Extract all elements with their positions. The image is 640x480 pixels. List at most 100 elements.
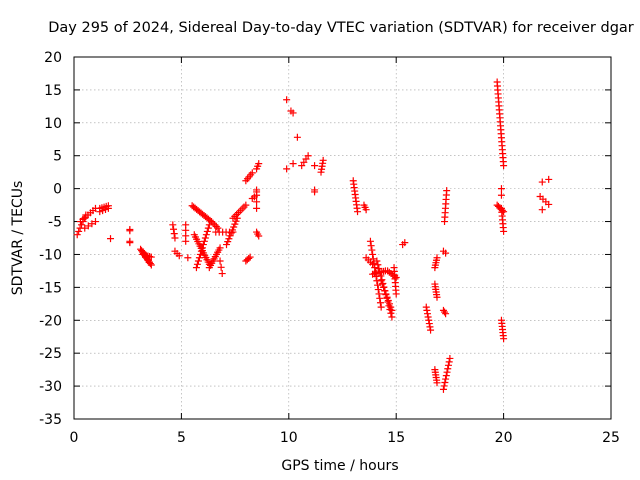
- data-point-marker: [373, 257, 381, 265]
- data-point-marker: [545, 200, 553, 208]
- data-point-marker: [386, 300, 394, 308]
- data-point-marker: [374, 261, 382, 269]
- data-point-marker: [209, 219, 217, 227]
- data-point-marker: [196, 250, 204, 258]
- x-tick-label: 15: [387, 430, 405, 446]
- data-point-marker: [126, 227, 134, 235]
- data-point-marker: [500, 227, 508, 235]
- data-point-marker: [170, 225, 178, 233]
- axis-ticks: 0 5 10 15 20 25 -35 -30 -25 -20 -15 -10 -5 0 5 10 15 20: [39, 50, 620, 446]
- data-point-marker: [433, 379, 441, 387]
- data-point-marker: [442, 375, 450, 383]
- data-point-marker: [497, 191, 505, 199]
- y-axis-label: SDTVAR / TECUs: [10, 181, 26, 296]
- data-point-marker: [497, 185, 505, 193]
- data-point-marker: [255, 160, 263, 168]
- data-point-marker: [380, 283, 388, 291]
- data-point-marker: [445, 358, 453, 366]
- data-point-marker: [211, 221, 219, 229]
- y-tick-label: -5: [48, 215, 62, 231]
- data-point-marker: [377, 303, 385, 311]
- data-point-marker: [538, 178, 546, 186]
- data-point-marker: [201, 234, 209, 242]
- data-point-marker: [311, 162, 319, 170]
- data-point-marker: [392, 290, 400, 298]
- data-point-marker: [218, 270, 226, 278]
- data-point-marker: [253, 198, 261, 206]
- data-point-marker: [422, 303, 430, 311]
- data-point-marker: [388, 306, 396, 314]
- data-point-marker: [255, 232, 263, 240]
- data-point-marker: [367, 242, 375, 250]
- data-point-marker: [80, 214, 88, 222]
- x-tick-label: 5: [177, 430, 186, 446]
- data-point-marker: [442, 310, 450, 318]
- data-point-marker: [283, 165, 291, 173]
- data-point-marker: [202, 231, 210, 239]
- data-point-marker: [171, 234, 179, 242]
- data-point-marker: [388, 313, 396, 321]
- data-point-marker: [304, 152, 312, 160]
- data-point-marker: [216, 244, 224, 252]
- data-point-marker: [444, 365, 452, 373]
- data-point-marker: [170, 230, 178, 238]
- data-point-marker: [384, 297, 392, 305]
- data-point-marker: [442, 372, 450, 380]
- data-point-marker: [377, 277, 385, 285]
- data-point-marker: [440, 382, 448, 390]
- data-point-marker: [387, 303, 395, 311]
- data-point-marker: [376, 268, 384, 276]
- data-point-marker: [107, 235, 115, 243]
- data-point-marker: [374, 281, 382, 289]
- data-point-marker: [81, 224, 89, 232]
- data-point-marker: [184, 254, 192, 262]
- data-point-marker: [441, 308, 449, 316]
- data-point-marker: [500, 335, 508, 343]
- data-point-marker: [245, 254, 253, 262]
- data-point-marker: [200, 237, 208, 245]
- data-point-marker: [216, 257, 224, 265]
- data-point-marker: [375, 264, 383, 272]
- y-tick-label: -30: [39, 379, 62, 395]
- data-point-marker: [376, 299, 384, 307]
- x-axis-label: GPS time / hours: [281, 458, 398, 474]
- data-point-marker: [369, 250, 377, 258]
- data-point-marker: [126, 239, 134, 247]
- x-tick-label: 0: [70, 430, 79, 446]
- data-point-marker: [246, 253, 254, 261]
- data-point-marker: [443, 368, 451, 376]
- grid-lines: [74, 57, 611, 419]
- data-point-marker: [194, 257, 202, 265]
- data-point-marker: [362, 206, 370, 214]
- plot-frame: [73, 56, 612, 420]
- y-tick-label: -20: [39, 313, 62, 329]
- data-point-marker: [195, 254, 203, 262]
- x-tick-label: 25: [602, 430, 620, 446]
- data-point-marker: [75, 227, 83, 235]
- data-point-marker: [88, 220, 96, 228]
- x-tick-label: 10: [280, 430, 298, 446]
- data-point-marker: [145, 258, 153, 266]
- data-point-marker: [283, 96, 291, 104]
- data-point-marker: [242, 201, 250, 209]
- data-point-marker: [368, 246, 376, 254]
- data-point-marker: [446, 354, 454, 362]
- y-tick-label: -35: [39, 412, 62, 428]
- y-tick-label: 10: [44, 116, 62, 132]
- data-point-marker: [192, 264, 200, 272]
- data-point-marker: [293, 133, 301, 141]
- data-point-marker: [253, 188, 261, 196]
- data-point-marker: [441, 379, 449, 387]
- data-point-marker: [198, 244, 206, 252]
- data-point-marker: [248, 169, 256, 177]
- data-point-marker: [214, 224, 222, 232]
- data-point-marker: [84, 222, 92, 230]
- data-point-marker: [91, 218, 99, 226]
- data-point-marker: [426, 323, 434, 331]
- data-point-marker: [382, 290, 390, 298]
- data-point-marker: [545, 175, 553, 183]
- data-point-marker: [375, 290, 383, 298]
- data-point-marker: [443, 187, 451, 195]
- y-tick-label: 20: [44, 50, 62, 66]
